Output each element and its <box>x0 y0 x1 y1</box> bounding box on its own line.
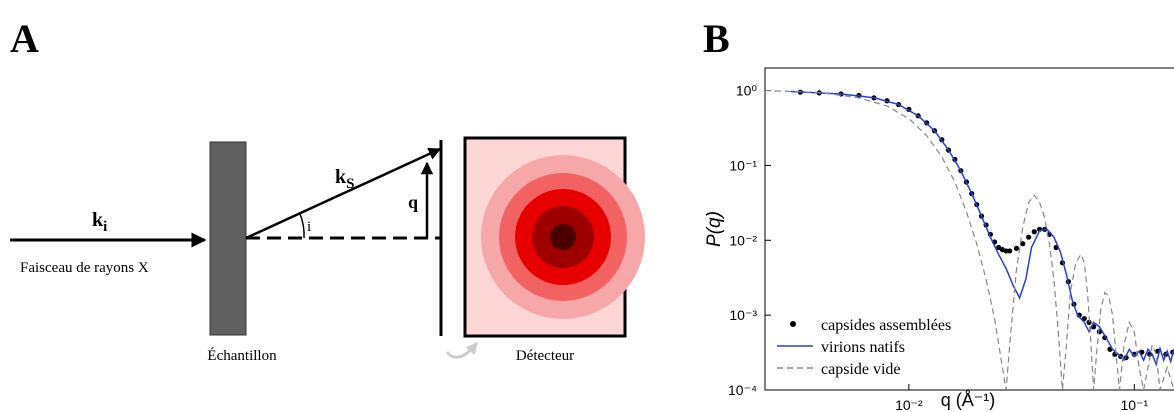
data-point <box>1031 229 1037 235</box>
panel-b: B P(q) q (Å⁻¹) 10⁻⁴ 10⁻³ 10⁻² 10⁻¹ 10⁰ 10⁻² 10… <box>703 16 1174 412</box>
data-point <box>1020 241 1026 247</box>
x-tick-label: 10⁻² <box>895 397 923 412</box>
plot-frame <box>764 67 1174 391</box>
panel-label: A <box>10 16 39 61</box>
data-point <box>1086 319 1092 325</box>
data-point <box>1026 234 1032 240</box>
scattered-vector: kS <box>335 166 354 192</box>
sample-caption: Échantillon <box>207 347 277 364</box>
ks-main: k <box>335 166 347 188</box>
legend-label: capside vide <box>821 361 901 378</box>
series-line <box>790 90 1174 367</box>
q-label: q <box>408 192 418 212</box>
k-sub: i <box>103 219 107 235</box>
scattered-beam <box>245 147 442 240</box>
angle-label: i <box>307 219 311 235</box>
data-point <box>1081 315 1087 322</box>
y-tick-label: 10⁻³ <box>729 307 757 323</box>
panel-label: B <box>703 16 730 61</box>
legend-marker <box>790 321 796 327</box>
legend-label: capsides assemblées <box>821 317 951 334</box>
incident-vector: ki <box>92 209 107 235</box>
rotate-arrow <box>445 342 479 359</box>
ring <box>550 224 576 250</box>
sample <box>209 141 247 336</box>
angle-arc <box>299 213 305 239</box>
detector-caption: Détecteur <box>516 348 574 364</box>
ks-sub: S <box>346 176 354 192</box>
x-axis-label: q (Å⁻¹) <box>941 390 996 410</box>
y-tick-label: 10⁰ <box>736 83 758 99</box>
y-tick-label: 10⁻² <box>729 232 757 248</box>
data-point <box>1003 248 1009 254</box>
x-tick-label: 10⁻¹ <box>1120 397 1148 412</box>
legend-label: virions natifs <box>821 339 905 356</box>
plot-area <box>765 89 1174 390</box>
series-line <box>765 89 1174 390</box>
y-axis-label: P(q) <box>704 211 725 247</box>
panel-a: A ki Faisceau de rayons X Échantillon i … <box>10 16 645 364</box>
y-tick-label: 10⁻¹ <box>729 157 757 173</box>
data-point <box>1013 245 1020 251</box>
data-point <box>995 244 1002 251</box>
y-tick-label: 10⁻⁴ <box>728 382 757 398</box>
k-main: k <box>92 209 104 231</box>
data-point <box>1007 248 1013 254</box>
beam-caption: Faisceau de rayons X <box>20 260 149 276</box>
